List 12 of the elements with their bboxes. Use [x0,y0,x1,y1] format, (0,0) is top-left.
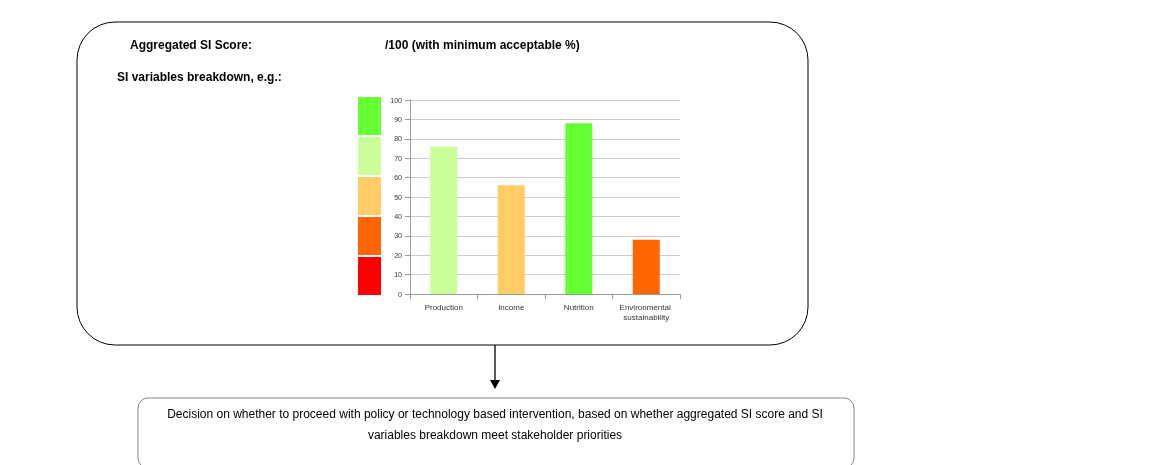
text: Decision on whether to proceed with policy or technology based intervention, based on whether aggregated SI score and SI variables breakdown meet stakeholder priorities [166,406,824,444]
x-tick-label: Nutrition [563,302,594,312]
bar [497,185,525,294]
text: Aggregated SI Score: [130,38,253,52]
bar [430,146,458,294]
text: SI variables breakdown, e.g.: [117,70,282,84]
text: /100 (with minimum acceptable %) [385,38,580,52]
x-tick-label: Production [424,302,463,312]
bar [632,239,660,294]
x-tick-label: Environmental sustainability [619,302,673,322]
x-tick-label: Income [498,302,525,312]
bar [565,123,593,294]
